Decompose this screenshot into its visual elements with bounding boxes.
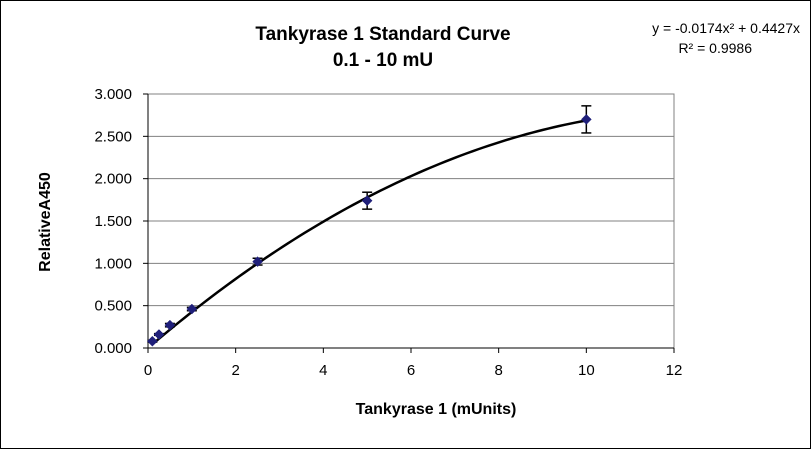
chart-subtitle: 0.1 - 10 mU (333, 50, 433, 71)
y-tick-label: 1.000 (94, 255, 132, 272)
x-tick-label: 10 (578, 362, 595, 379)
data-point (164, 319, 176, 331)
y-axis-ticks: 0.000 0.500 1.000 1.500 2.000 2.500 3.000 (94, 86, 149, 357)
trendline-curve (151, 119, 587, 346)
y-tick-label: 2.000 (94, 171, 132, 188)
x-tick-label: 0 (144, 362, 152, 379)
diamond-marker (164, 319, 176, 331)
x-axis-label: Tankyrase 1 (mUnits) (356, 401, 517, 418)
y-tick-label: 0.000 (94, 340, 132, 357)
trendline-equation: y = -0.0174x² + 0.4427x (652, 20, 800, 36)
x-axis-ticks: 0 2 4 6 8 10 12 (144, 347, 683, 379)
y-tick-label: 3.000 (94, 86, 132, 103)
gridlines (148, 135, 674, 307)
y-axis-label: RelativeA450 (37, 172, 54, 272)
x-tick-label: 2 (231, 362, 239, 379)
data-point (147, 335, 158, 347)
data-points (147, 105, 592, 347)
data-point (361, 191, 373, 210)
diamond-marker (252, 256, 263, 267)
diamond-marker (580, 114, 592, 125)
data-point (186, 303, 198, 315)
x-tick-label: 8 (494, 362, 502, 379)
diamond-marker (361, 195, 373, 207)
x-tick-label: 12 (666, 362, 683, 379)
diamond-marker (153, 329, 165, 340)
trendline-r-squared: R² = 0.9986 (678, 40, 752, 56)
y-tick-label: 2.500 (94, 128, 132, 145)
y-tick-label: 1.500 (94, 213, 132, 230)
data-point (580, 105, 592, 134)
diamond-marker (147, 335, 158, 347)
x-tick-label: 4 (319, 362, 327, 379)
y-tick-label: 0.500 (94, 298, 132, 315)
x-tick-label: 6 (407, 362, 415, 379)
data-point (153, 329, 165, 340)
diamond-marker (186, 303, 198, 315)
chart-title: Tankyrase 1 Standard Curve (255, 24, 510, 45)
data-point (252, 256, 263, 267)
